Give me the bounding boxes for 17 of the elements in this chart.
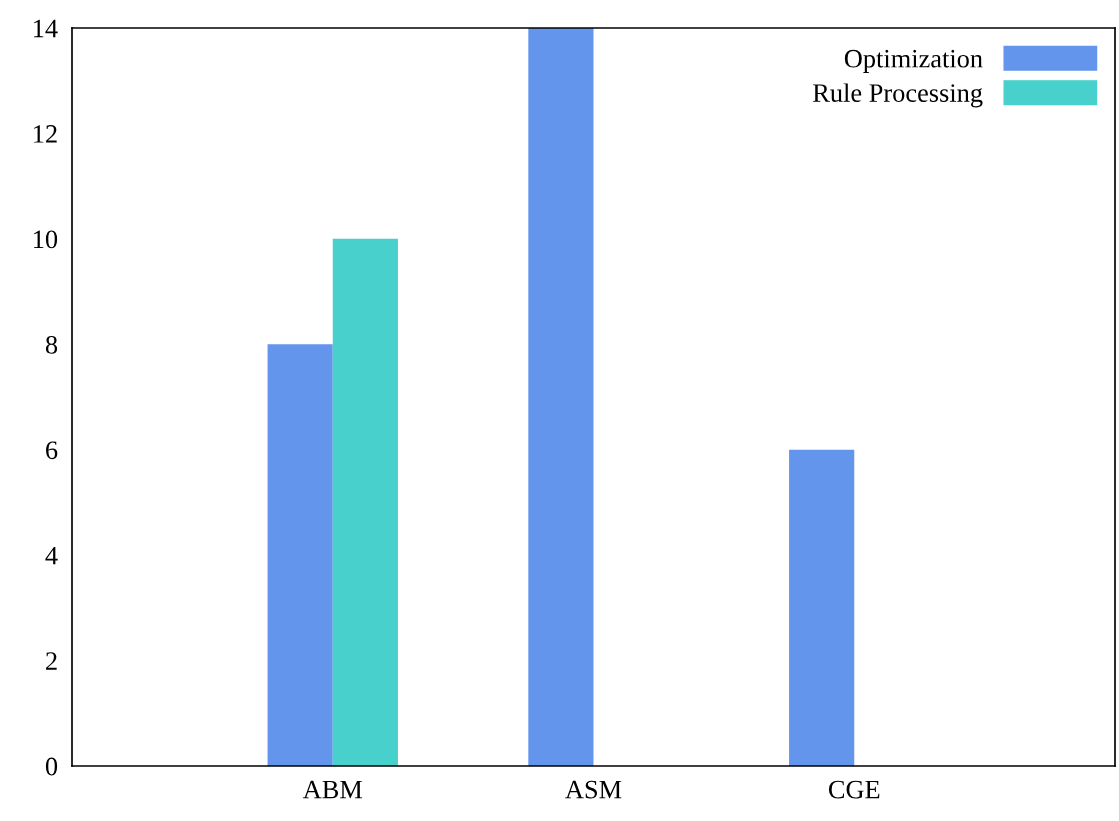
x-tick-label: CGE xyxy=(828,780,880,799)
y-tick-label: 12 xyxy=(34,125,57,143)
x-tick-label: ASM xyxy=(565,780,622,799)
y-tick-label: 10 xyxy=(34,230,58,249)
y-tick-label: 4 xyxy=(45,546,58,565)
y-tick-label: 6 xyxy=(46,441,58,460)
legend-label: Rule Processing xyxy=(813,83,983,108)
y-tick-label: 14 xyxy=(34,19,58,38)
x-tick-label: ABM xyxy=(302,780,363,799)
y-tick-label: 2 xyxy=(46,652,57,670)
y-tick-label: 8 xyxy=(45,335,58,354)
bar xyxy=(332,238,398,766)
bar xyxy=(789,449,855,766)
y-tick-label: 0 xyxy=(45,757,58,776)
bar xyxy=(528,28,594,766)
legend-label: Optimization xyxy=(844,49,983,73)
bar xyxy=(267,344,333,766)
